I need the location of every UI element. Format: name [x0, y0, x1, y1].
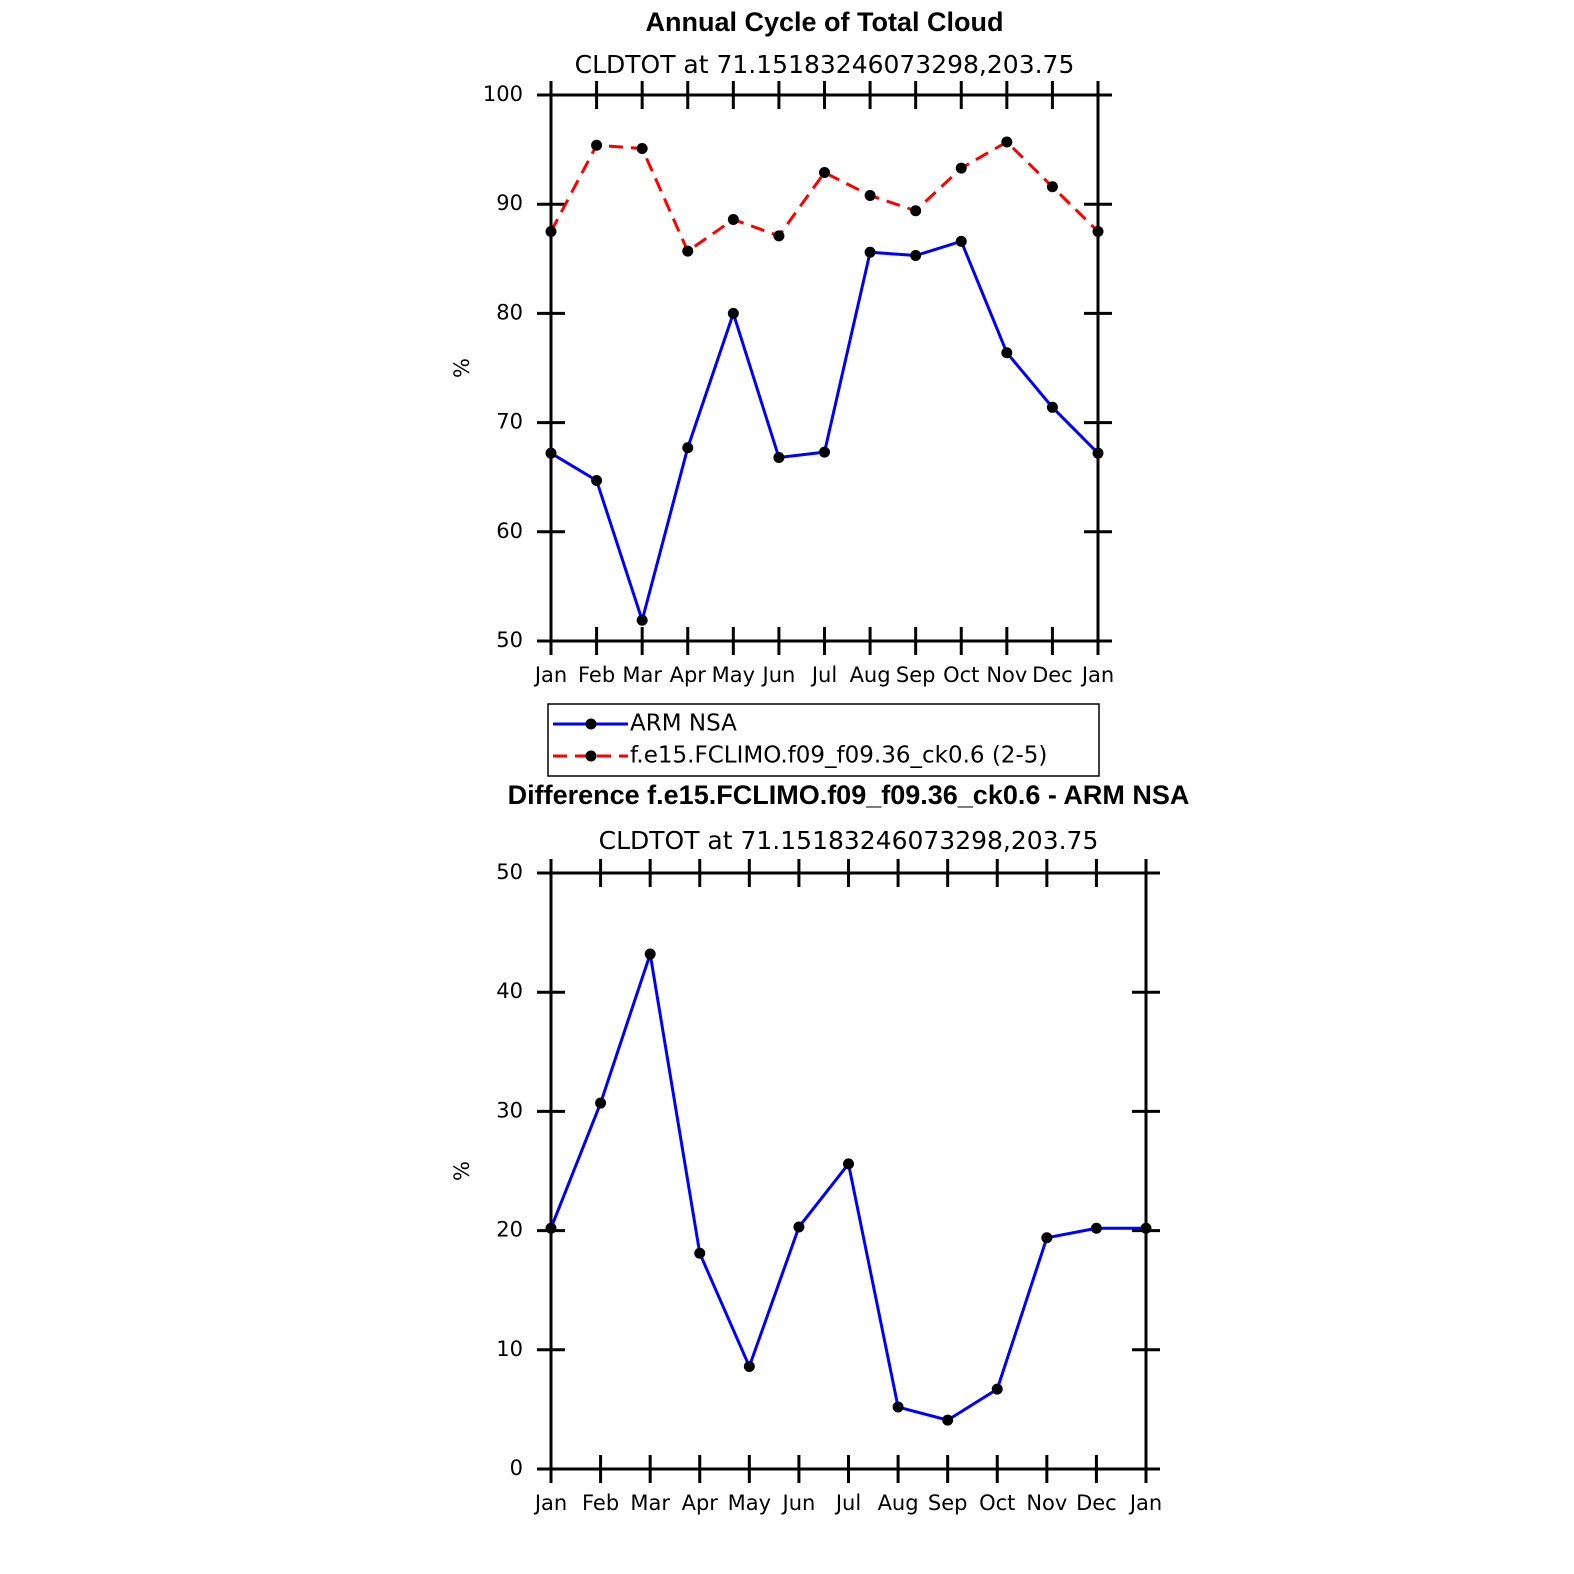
y-tick-label: 100 — [483, 82, 523, 106]
x-tick-label: Jan — [533, 663, 567, 687]
x-tick-label: Aug — [878, 1491, 919, 1515]
x-tick-label: Jan — [1080, 663, 1114, 687]
y-axis-label: % — [450, 358, 474, 378]
legend-label: ARM NSA — [630, 711, 737, 737]
data-point — [694, 1247, 706, 1259]
x-tick-label: Oct — [979, 1491, 1015, 1515]
data-point — [1090, 1222, 1102, 1234]
y-tick-label: 0 — [510, 1456, 523, 1480]
data-point — [773, 230, 785, 242]
data-point — [819, 167, 830, 179]
x-tick-label: Jul — [834, 1491, 861, 1515]
data-point — [545, 226, 557, 237]
chart-title: Annual Cycle of Total Cloud — [645, 7, 1003, 37]
y-tick-label: 40 — [496, 979, 523, 1003]
x-tick-label: Mar — [622, 663, 662, 687]
data-point — [955, 235, 967, 247]
y-tick-label: 60 — [496, 519, 523, 543]
data-point — [743, 1360, 755, 1372]
data-point — [864, 246, 876, 258]
x-tick-label: Jan — [1128, 1491, 1162, 1515]
y-axis-label: % — [450, 1161, 474, 1181]
chart-title: Difference f.e15.FCLIMO.f09_f09.36_ck0.6… — [508, 780, 1190, 810]
plot-frame — [549, 93, 1100, 643]
y-tick-label: 50 — [496, 628, 523, 652]
data-point — [864, 189, 876, 201]
y-tick-label: 50 — [496, 860, 523, 884]
x-tick-label: Nov — [986, 663, 1027, 687]
x-tick-label: Jan — [533, 1491, 567, 1515]
x-tick-label: Jun — [761, 663, 796, 687]
data-point — [910, 205, 922, 217]
data-point — [942, 1414, 954, 1426]
data-point — [773, 452, 785, 464]
data-point — [595, 1097, 607, 1109]
x-tick-label: Aug — [850, 663, 891, 687]
data-point — [1092, 447, 1104, 459]
y-tick-label: 20 — [496, 1218, 523, 1242]
legend-marker — [585, 750, 597, 762]
x-tick-label: May — [728, 1491, 771, 1515]
x-tick-label: Sep — [896, 663, 936, 687]
data-point — [991, 1383, 1003, 1395]
data-point — [644, 948, 656, 960]
data-point — [892, 1401, 904, 1413]
data-point — [1001, 347, 1013, 359]
series-line — [550, 239, 1100, 626]
x-tick-label: Jun — [781, 1491, 816, 1515]
x-tick-label: Sep — [928, 1491, 968, 1515]
data-point — [819, 446, 830, 458]
data-point — [1140, 1222, 1152, 1234]
x-tick-label: Oct — [943, 663, 979, 687]
data-point — [1092, 226, 1104, 237]
data-point — [1046, 401, 1058, 413]
data-point — [682, 245, 694, 257]
x-tick-label: Feb — [578, 663, 615, 687]
legend-marker — [585, 718, 597, 730]
series-line — [549, 953, 1146, 1422]
data-point — [545, 447, 557, 459]
data-point — [843, 1158, 854, 1170]
chart-subtitle: CLDTOT at 71.15183246073298,203.75 — [599, 826, 1099, 855]
x-tick-label: Jul — [810, 663, 837, 687]
data-point — [727, 307, 739, 319]
data-point — [636, 143, 648, 155]
y-tick-label: 70 — [496, 410, 523, 434]
data-point — [636, 614, 648, 626]
data-point — [793, 1221, 805, 1233]
y-tick-label: 10 — [496, 1337, 523, 1361]
x-tick-label: Apr — [682, 1491, 719, 1515]
x-tick-label: Mar — [630, 1491, 670, 1515]
data-point — [1001, 136, 1013, 148]
y-tick-label: 80 — [496, 300, 523, 324]
x-tick-label: Dec — [1076, 1491, 1117, 1515]
x-tick-label: Dec — [1032, 663, 1073, 687]
x-tick-label: Feb — [582, 1491, 619, 1515]
data-point — [1041, 1232, 1053, 1244]
data-point — [591, 139, 603, 151]
series-line — [549, 140, 1100, 254]
data-point — [545, 1222, 557, 1234]
data-point — [591, 474, 603, 486]
chart-subtitle: CLDTOT at 71.15183246073298,203.75 — [575, 50, 1075, 79]
x-tick-label: Apr — [670, 663, 707, 687]
y-tick-label: 30 — [496, 1098, 523, 1122]
y-tick-label: 90 — [496, 191, 523, 215]
data-point — [1046, 181, 1058, 193]
data-point — [682, 442, 694, 454]
x-tick-label: Nov — [1026, 1491, 1067, 1515]
plot-frame — [549, 871, 1148, 1471]
data-point — [910, 250, 922, 262]
data-point — [955, 162, 967, 174]
legend-label: f.e15.FCLIMO.f09_f09.36_ck0.6 (2-5) — [630, 743, 1047, 769]
data-point — [727, 213, 739, 225]
legend-box — [547, 703, 1100, 777]
x-tick-label: May — [712, 663, 755, 687]
